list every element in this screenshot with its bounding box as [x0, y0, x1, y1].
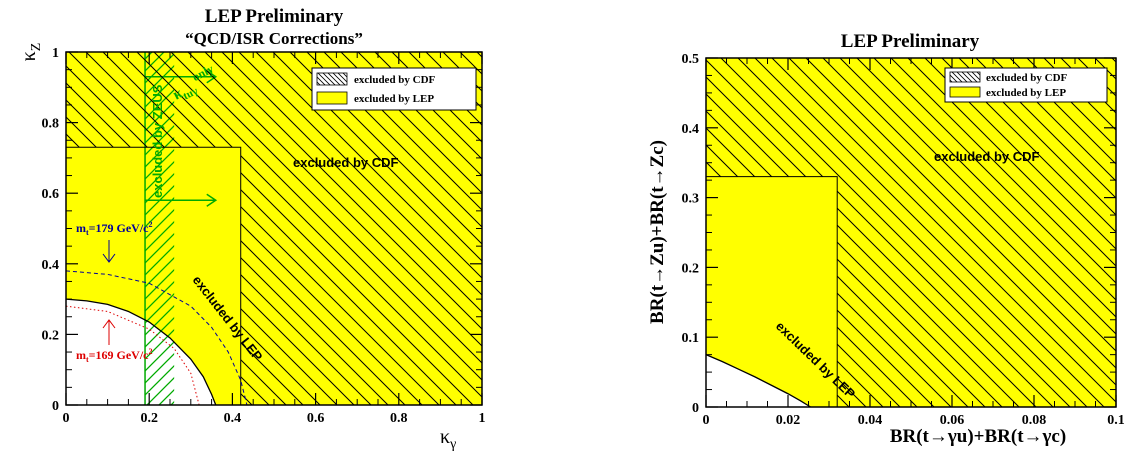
- chart2-cdf-boundary: [706, 176, 838, 407]
- chart1-ytick-label-2: 0.4: [42, 258, 60, 273]
- chart1-mt179-value: =179 GeV/c: [89, 221, 149, 235]
- chart1-xlabel: κ: [440, 426, 450, 448]
- chart2-ytick-label-3: 0.3: [682, 192, 700, 207]
- chart1-xtick-label-4: 0.8: [390, 411, 408, 426]
- kappa-chart: 0 0.2 0.4 0.6 0.8 1 0 0.2 0.4 0.6 0.8 1 LEP Prelimi…: [18, 6, 486, 452]
- chart2-xtick-label-1: 0.02: [776, 413, 801, 428]
- chart1-ytick-label-3: 0.6: [42, 187, 60, 202]
- chart2-allowed-region: [706, 354, 811, 407]
- chart2-xtick-label-5: 0.1: [1107, 413, 1125, 428]
- chart1-legend-hatch-swatch: [316, 72, 348, 86]
- chart1-legend-cdf: excluded by CDF: [354, 74, 436, 86]
- chart1-mt179-main: m: [76, 221, 86, 235]
- chart2-ytick-label-5: 0.5: [682, 52, 700, 67]
- chart1-xtick-label-2: 0.4: [224, 411, 242, 426]
- chart2-legend-fill-swatch: [949, 86, 981, 98]
- chart2-xtick-label-0: 0: [703, 413, 710, 428]
- chart2-legend: excluded by CDF excluded by LEP: [944, 67, 1108, 103]
- chart1-mt169-arrowhead: [102, 319, 116, 329]
- chart2-xtick-label-3: 0.06: [940, 413, 965, 428]
- chart1-xtick-label-1: 0.2: [140, 411, 158, 426]
- chart1-ytick-label-5: 1: [52, 46, 59, 61]
- chart1-mt179-label: mt=179 GeV/c2: [76, 220, 153, 237]
- chart1-mt179-arrowhead: [102, 253, 116, 263]
- chart1-cdf-annotation: excluded by CDF: [293, 155, 399, 170]
- chart1-ylabel-sub: Z: [29, 43, 44, 52]
- chart1-xlabel-sub: γ: [449, 437, 456, 452]
- chart1-x-axis-label: κγ: [440, 426, 456, 452]
- chart2-cdf-annotation: excluded by CDF: [934, 149, 1040, 164]
- chart2-legend-cdf: excluded by CDF: [986, 72, 1068, 84]
- chart2-ytick-label-1: 0.1: [682, 331, 700, 346]
- chart1-xtick-label-3: 0.6: [307, 411, 325, 426]
- chart1-plot-area: 0 0.2 0.4 0.6 0.8 1 0 0.2 0.4 0.6 0.8 1: [42, 46, 486, 426]
- chart1-legend-fill-swatch: [316, 91, 348, 105]
- chart2-ytick-label-2: 0.2: [682, 261, 700, 276]
- chart1-allowed-region: [66, 299, 216, 405]
- chart1-legend-lep: excluded by LEP: [354, 93, 434, 105]
- chart2-plot-area: 0 0.02 0.04 0.06 0.08 0.1 0 0.1 0.2 0.3 0.4 0.5: [682, 52, 1125, 428]
- chart1-mt169-main: m: [76, 348, 86, 362]
- chart1-xtick-label-0: 0: [63, 411, 70, 426]
- chart2-cdf-excluded-region: [706, 58, 1116, 407]
- chart2-lep-boundary-curve: [705, 354, 811, 408]
- chart1-xtick-label-5: 1: [479, 411, 486, 426]
- chart1-ytick-label-0: 0: [52, 399, 59, 414]
- chart1-lep-boundary-curve: [65, 298, 217, 406]
- chart1-ylabel: κ: [18, 51, 40, 61]
- chart1-mt179-sup: 2: [149, 220, 153, 229]
- chart1-mt179-sub: t: [86, 228, 89, 237]
- chart1-cdf-excluded-region: [66, 52, 482, 405]
- chart1-zeus-arrowhead-0: [206, 193, 218, 207]
- chart1-mt169-label: mt=169 GeV/c2: [76, 347, 153, 364]
- chart1-subtitle: “QCD/ISR Corrections”: [185, 29, 363, 48]
- chart2-xlabel: BR(t→γu)+BR(t→γc): [890, 426, 1066, 447]
- chart1-mt169-sup: 2: [149, 347, 153, 356]
- svg-text:κZ: κZ: [18, 43, 44, 62]
- chart2-title: LEP Preliminary: [841, 31, 980, 52]
- chart1-ytick-label-1: 0.2: [42, 328, 60, 343]
- chart2-ylabel: BR(t→Zu)+BR(t→Zc): [647, 140, 668, 324]
- branching-ratio-chart: 0 0.02 0.04 0.06 0.08 0.1 0 0.1 0.2 0.3 0.4 0.5 LEP…: [647, 31, 1125, 447]
- chart2-legend-hatch-swatch: [949, 71, 981, 83]
- chart1-mt169-value: =169 GeV/c: [89, 348, 149, 362]
- chart1-zeus-annotation: excluded by ZEUS: [150, 84, 165, 198]
- chart2-ytick-label-4: 0.4: [682, 122, 700, 137]
- chart2-ytick-label-0: 0: [692, 401, 699, 416]
- chart2-legend-lep: excluded by LEP: [986, 87, 1066, 99]
- chart2-xtick-label-2: 0.04: [858, 413, 883, 428]
- chart1-y-axis-label: κZ: [18, 43, 44, 62]
- chart1-legend: excluded by CDF excluded by LEP: [311, 67, 477, 111]
- chart1-title: LEP Preliminary: [205, 6, 344, 27]
- chart2-xtick-label-4: 0.08: [1022, 413, 1047, 428]
- chart1-ytick-label-4: 0.8: [42, 117, 60, 132]
- chart1-cdf-boundary: [66, 146, 242, 405]
- chart1-mt169-sub: t: [86, 355, 89, 364]
